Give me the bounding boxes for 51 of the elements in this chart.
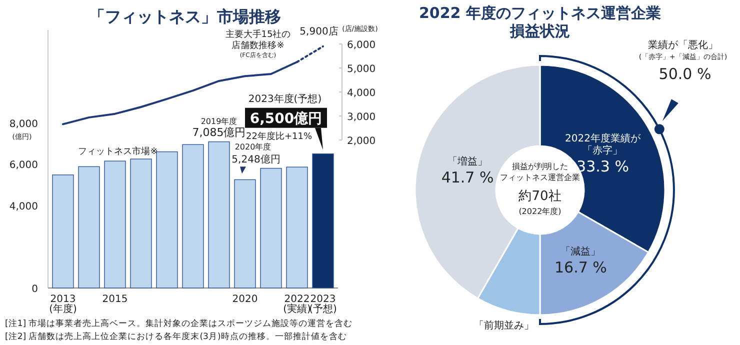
annotation: 2023年度(予想) — [248, 92, 322, 105]
annotation: 2020年度 — [234, 142, 272, 152]
x-tick-label: 2015 — [102, 294, 128, 305]
y2-tick-label: 5,000 — [347, 64, 376, 75]
series-label: 主要大手15社の店舗数推移※ — [225, 29, 291, 51]
text: (2022年度) — [518, 207, 562, 216]
y2-tick-label: 4,000 — [347, 88, 376, 99]
text: [注1] 市場は事業者売上高ベース。集計対象の企業はスポーツジム施設等の運営を含む — [5, 318, 353, 329]
data-label: 16.7 % — [554, 258, 607, 276]
y-tick-label: 0 — [32, 284, 38, 295]
y-tick-label: 8,000 — [9, 118, 38, 130]
bar — [52, 174, 74, 288]
annotation: 2019年度 — [200, 116, 238, 126]
data-label: 7,085億円 — [192, 126, 246, 139]
bar — [104, 160, 126, 288]
chart-title: 「フィットネス」市場推移 — [89, 7, 281, 26]
y2-tick-label: 6,000 — [347, 40, 376, 51]
bar — [78, 166, 100, 288]
bar — [182, 144, 204, 288]
x-tick-label: 2013 (年度) — [49, 294, 77, 315]
data-label: 6,500億円 — [250, 110, 322, 127]
bar — [286, 166, 308, 288]
bar — [260, 168, 282, 288]
text: 50.0 % — [658, 65, 712, 83]
bar — [234, 179, 256, 288]
text: 約70社 — [518, 189, 562, 204]
series-label: フィットネス市場※ — [78, 146, 158, 157]
text: [注2] 店舗数は売上高上位企業における各年度末(3月)時点の推移。一部推計値を含む — [5, 331, 347, 342]
x-tick-label: 2022 (実績) — [283, 294, 311, 315]
y2-tick-label: 3,000 — [347, 112, 376, 123]
bar — [130, 158, 152, 288]
bar — [312, 153, 334, 288]
bar — [156, 151, 178, 288]
text: 業績が「悪化」 — [648, 39, 718, 51]
y2-tick-label: 2,000 — [347, 136, 376, 147]
slice-label: 「減益」 — [560, 245, 601, 258]
slice-label: 「増益」 — [448, 156, 488, 168]
x-tick-label: 2023 (予想) — [309, 294, 337, 315]
text: フィットネス運営企業 — [500, 173, 580, 182]
slice-label: 2022年度業績が「赤字」 — [565, 132, 642, 157]
data-label: 5,248億円 — [232, 154, 280, 166]
annotation: 22年度比+11% — [246, 130, 312, 142]
data-label: 41.7 % — [441, 168, 494, 187]
chart-title: 2022 年度のフィットネス運営企業損益状況 — [419, 4, 661, 40]
y-tick-label: 6,000 — [9, 160, 38, 172]
y-tick-label: 4,000 — [9, 201, 38, 212]
text: 損益が判明した — [512, 162, 568, 171]
bar — [208, 141, 230, 288]
slice-label: 「前期並み」 — [474, 319, 534, 332]
data-label: 5,900店 — [300, 25, 338, 38]
x-tick-label: 2020 — [232, 294, 258, 305]
